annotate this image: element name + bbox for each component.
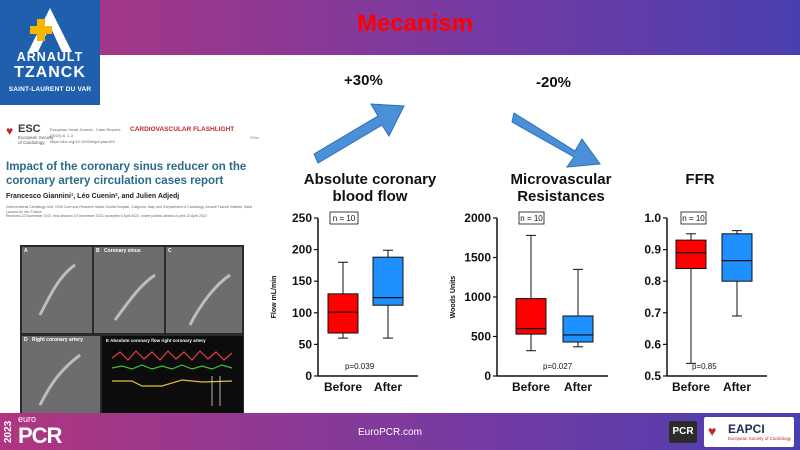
chart-title-resistance: Microvascular Resistances [510, 171, 612, 205]
journal-reference: European Heart Journal - Case Reports (2… [50, 127, 121, 144]
box-before [675, 239, 707, 270]
paper-authors: Francesco Giannini¹, Léo Cuenin², and Ju… [6, 193, 180, 200]
n-label-box [518, 211, 545, 225]
eapci-heart-icon: ♥ [708, 423, 717, 439]
down-arrow-icon [511, 112, 601, 168]
panel-e-caption: E Absolute coronary flow right coronary … [106, 338, 206, 343]
n-label: n = 10 [333, 214, 356, 223]
footer-banner: 2023 euro PCR EuroPCR.com [0, 413, 800, 450]
panel-d-label: D [24, 337, 28, 343]
logo-line-2: TZANCK [14, 64, 86, 81]
y-tick-label: 0 [484, 369, 491, 383]
panel-c-label: C [168, 248, 172, 254]
hospital-logo: ARNAULT TZANCK SAINT-LAURENT DU VAR [0, 0, 100, 105]
x-category-label: Before [512, 380, 550, 394]
panel-b-caption: Coronary sinus [104, 248, 141, 254]
y-tick-label: 50 [299, 337, 313, 351]
box-after [721, 233, 753, 282]
eapci-badge: ♥ EAPCI European Society of Cardiology [704, 417, 794, 447]
eapci-name: EAPCI [728, 422, 765, 436]
x-category-label: After [564, 380, 592, 394]
y-tick-label: 2000 [464, 211, 491, 225]
y-axis-label: Flow mL/min [271, 276, 278, 319]
paper-category: CARDIOVASCULAR FLASHLIGHT [130, 126, 235, 133]
y-axis-label: Woods Units [450, 276, 457, 319]
p-value-label: p=0.027 [543, 362, 573, 371]
angiogram-vessels [38, 263, 231, 406]
x-category-label: Before [672, 380, 710, 394]
logo-line-1: ARNAULT [16, 50, 84, 64]
panel-a-label: A [24, 248, 28, 254]
footer-url[interactable]: EuroPCR.com [358, 427, 422, 438]
slide-title: Mecanism [356, 10, 474, 37]
box-before [327, 293, 359, 334]
p-value-label: p=0.85 [692, 362, 717, 371]
pcr-badge: PCR [669, 421, 697, 443]
logo-line-3: SAINT-LAURENT DU VAR [8, 86, 92, 93]
x-category-label: After [374, 380, 402, 394]
up-arrow-icon [313, 103, 405, 164]
y-tick-label: 0.7 [644, 306, 661, 320]
angiogram-panel-a [22, 247, 92, 333]
logo-a-cross-icon [28, 8, 72, 52]
n-label-box [329, 211, 359, 225]
decrease-percentage: -20% [536, 74, 572, 91]
footer-year: 2023 [3, 420, 14, 444]
n-label: n = 10 [682, 214, 705, 223]
footer-pcr-logo: PCR [18, 423, 62, 448]
y-tick-label: 0.9 [644, 243, 661, 257]
angiogram-panel-b [94, 247, 164, 333]
chart-title-flow: Absolute coronary blood flow [303, 171, 437, 205]
n-label: n = 10 [520, 214, 543, 223]
angiogram-panel-e: E Absolute coronary flow right coronary … [102, 336, 243, 414]
angiogram-panel-c [166, 247, 242, 333]
paper-affiliation: ¹Interventional Cardiology Unit, GVM Car… [6, 205, 252, 214]
chart-title-ffr: FFR [685, 171, 715, 188]
y-tick-label: 1.0 [644, 211, 661, 225]
p-value-label: p=0.039 [345, 362, 375, 371]
increase-percentage: +30% [344, 72, 383, 89]
paper-title: Impact of the coronary sinus reducer on … [6, 161, 247, 187]
y-tick-label: 0.6 [644, 337, 661, 351]
y-tick-label: 250 [292, 211, 312, 225]
footer-euro: euro [18, 414, 37, 424]
paper-figure: A B Coronary sinus C D Right coronary ar… [20, 245, 244, 415]
paper-dates: Received 22 November 2021; first decisio… [6, 214, 207, 218]
y-tick-label: 1000 [464, 290, 491, 304]
paper-category-sub: GVer [250, 135, 260, 140]
x-category-label: Before [324, 380, 362, 394]
esc-name: ESC [18, 123, 41, 135]
eapci-subtitle: European Society of Cardiology [728, 436, 792, 441]
panel-b-label: B [96, 248, 100, 254]
esc-heart-icon: ♥ [6, 124, 14, 138]
esc-subtitle: European Society of Cardiology [18, 135, 54, 145]
y-tick-label: 0.8 [644, 274, 661, 288]
y-tick-label: 0 [305, 369, 312, 383]
flow-trace [111, 350, 233, 406]
top-banner [0, 0, 800, 55]
y-tick-label: 500 [471, 330, 491, 344]
y-tick-label: 1500 [464, 251, 491, 265]
x-category-label: After [723, 380, 751, 394]
y-tick-label: 150 [292, 274, 312, 288]
box-after [562, 315, 594, 343]
panel-d-caption: Right coronary artery [32, 337, 83, 343]
y-tick-label: 0.5 [644, 369, 661, 383]
y-tick-label: 200 [292, 243, 312, 257]
y-tick-label: 100 [292, 306, 312, 320]
n-label-box [680, 211, 707, 225]
